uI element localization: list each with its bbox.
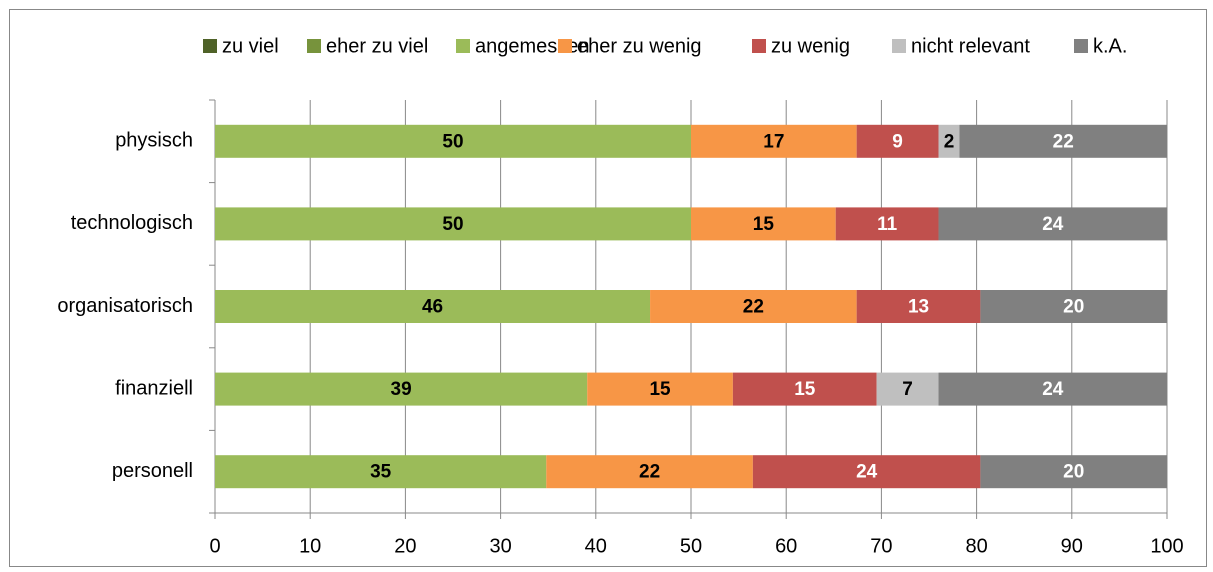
- value-label: 17: [763, 131, 784, 152]
- bar-segment: [938, 207, 1167, 241]
- x-tick-label: 60: [775, 535, 797, 557]
- x-tick-label: 30: [489, 535, 511, 557]
- bar-segment: [215, 124, 691, 158]
- bar-segment: [856, 290, 981, 323]
- value-label: 7: [902, 379, 913, 400]
- legend-label: nicht relevant: [911, 35, 1030, 57]
- value-label: 24: [856, 462, 878, 483]
- value-label: 15: [649, 379, 671, 400]
- y-tick-label: personell: [112, 460, 193, 482]
- bar-segment: [835, 207, 939, 241]
- value-label: 15: [753, 214, 775, 235]
- legend-label: k.A.: [1093, 35, 1127, 57]
- value-label: 35: [370, 462, 392, 483]
- legend-label: eher zu wenig: [577, 35, 702, 57]
- bar-segment: [215, 455, 547, 489]
- value-label: 46: [422, 297, 443, 318]
- bar-segment: [938, 124, 960, 158]
- y-tick-label: technologisch: [71, 212, 193, 234]
- y-tick-label: physisch: [115, 130, 193, 152]
- legend-label: zu viel: [222, 35, 279, 57]
- legend-swatch: [203, 39, 217, 53]
- bar-segment: [876, 372, 939, 406]
- value-label: 22: [1053, 131, 1074, 152]
- bar-segment: [959, 124, 1167, 158]
- legend-label: angemessen: [475, 35, 590, 57]
- x-tick-label: 70: [870, 535, 892, 557]
- bar-segment: [980, 290, 1167, 323]
- value-label: 2: [944, 131, 955, 152]
- y-tick-label: finanziell: [115, 377, 193, 399]
- bar-segment: [546, 455, 753, 489]
- x-tick-label: 80: [965, 535, 987, 557]
- bar-segment: [215, 290, 651, 323]
- value-label: 9: [892, 131, 903, 152]
- legend-swatch: [558, 39, 572, 53]
- bar-segment: [980, 455, 1167, 489]
- bar-segment: [215, 372, 588, 406]
- bar-segment: [938, 372, 1167, 406]
- x-tick-label: 90: [1061, 535, 1083, 557]
- value-label: 50: [442, 214, 463, 235]
- bar-segment: [587, 372, 733, 406]
- value-label: 24: [1042, 379, 1064, 400]
- value-label: 13: [908, 297, 929, 318]
- x-tick-label: 40: [585, 535, 607, 557]
- x-tick-label: 20: [394, 535, 416, 557]
- bar-segment: [752, 455, 981, 489]
- value-label: 50: [442, 131, 463, 152]
- bar-segment: [215, 207, 691, 241]
- value-label: 15: [794, 379, 816, 400]
- bar-segment: [691, 207, 836, 241]
- x-tick-label: 50: [680, 535, 702, 557]
- legend-label: eher zu viel: [326, 35, 428, 57]
- value-label: 22: [639, 462, 660, 483]
- x-tick-label: 100: [1150, 535, 1183, 557]
- bar-segment: [650, 290, 857, 323]
- legend-swatch: [752, 39, 766, 53]
- legend-swatch: [892, 39, 906, 53]
- bar-segment: [691, 124, 857, 158]
- value-label: 22: [743, 297, 764, 318]
- bar-segment: [732, 372, 877, 406]
- bar-segment: [856, 124, 939, 158]
- legend-swatch: [307, 39, 321, 53]
- legend-swatch: [456, 39, 470, 53]
- legend-label: zu wenig: [771, 35, 850, 57]
- value-label: 11: [877, 214, 898, 235]
- value-label: 24: [1042, 214, 1064, 235]
- x-tick-label: 0: [209, 535, 220, 557]
- x-tick-label: 10: [299, 535, 321, 557]
- y-tick-label: organisatorisch: [57, 295, 193, 317]
- value-label: 20: [1063, 297, 1084, 318]
- legend-swatch: [1074, 39, 1088, 53]
- value-label: 39: [391, 379, 412, 400]
- value-label: 20: [1063, 462, 1084, 483]
